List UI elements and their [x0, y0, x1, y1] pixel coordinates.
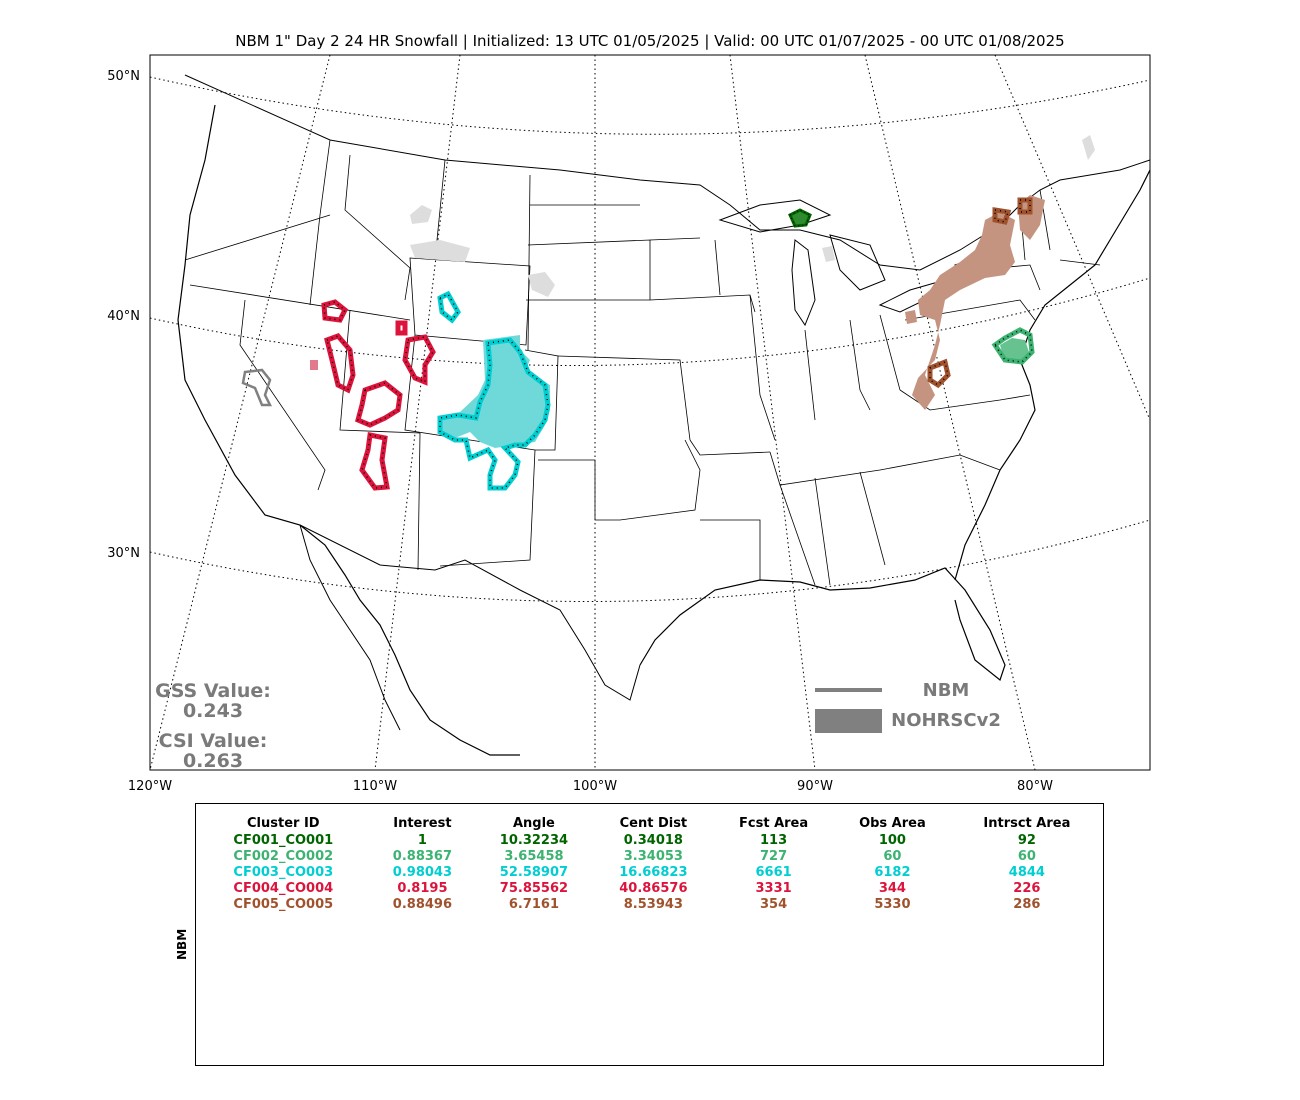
- col-header-interest: Interest: [393, 816, 452, 831]
- table-cell: 286: [1013, 897, 1041, 912]
- lat-label-50: 50°N: [107, 69, 140, 84]
- table-cell: 6661: [755, 865, 792, 880]
- table-row: CF005_CO005 0.88496 6.7161 8.53943 354 5330 28…: [196, 897, 1103, 913]
- cluster-stats-table: Cluster ID Interest Angle Cent Dist Fcst…: [196, 814, 1103, 913]
- table-cell: 3331: [755, 881, 792, 896]
- table-cell: 75.85562: [499, 881, 569, 896]
- map-content: [150, 55, 1150, 770]
- cluster-cf003: [437, 290, 551, 491]
- table-cell: CF004_CO004: [233, 881, 334, 896]
- map-title: NBM 1" Day 2 24 HR Snowfall | Initialize…: [235, 32, 1065, 50]
- table-cell: 727: [760, 849, 788, 864]
- lat-label-30: 30°N: [107, 546, 140, 561]
- table-cell: 0.88367: [392, 849, 453, 864]
- csi-label: CSI Value:: [159, 730, 268, 752]
- table-cell: 354: [760, 897, 788, 912]
- lake-superior: [718, 199, 832, 233]
- table-cell: CF001_CO001: [233, 833, 334, 848]
- table-cell: 0.98043: [392, 865, 453, 880]
- table-cell: CF005_CO005: [233, 897, 334, 912]
- table-cell: 1: [417, 833, 427, 848]
- cluster-cf004: [241, 299, 436, 491]
- table-cell: 5330: [874, 897, 911, 912]
- table-cell: 16.66823: [619, 865, 688, 880]
- graticule-lon-120: [150, 55, 331, 770]
- table-cell: 60: [1017, 849, 1036, 864]
- csi-value: 0.263: [183, 750, 243, 772]
- table-row: CF001_CO001 1 10.32234 0.34018 113 100 92: [196, 833, 1103, 849]
- table-body: CF001_CO001 1 10.32234 0.34018 113 100 92 CF002…: [196, 833, 1103, 913]
- table-cell: 92: [1017, 833, 1036, 848]
- col-header-angle: Angle: [512, 816, 555, 831]
- table-cell: 6182: [874, 865, 911, 880]
- graticule-lon-70: [994, 55, 1150, 421]
- table-cell: 60: [883, 849, 902, 864]
- lon-label-90: 90°W: [797, 779, 833, 794]
- table-side-label: NBM: [175, 928, 189, 960]
- legend-nohrsc-label: NOHRSCv2: [891, 710, 1001, 731]
- table-row: CF003_CO003 0.98043 52.58907 16.66823 6661 61…: [196, 865, 1103, 881]
- col-header-cluster-id: Cluster ID: [247, 816, 320, 831]
- table-cell: 3.65458: [504, 849, 564, 864]
- table-cell: 226: [1013, 881, 1041, 896]
- cluster-cf005: [905, 195, 1045, 410]
- table-cell: 100: [878, 833, 906, 848]
- col-header-obs-area: Obs Area: [859, 816, 926, 831]
- gss-label: GSS Value:: [155, 680, 271, 702]
- cluster-cf002: [991, 327, 1035, 365]
- table-cell: 0.8195: [397, 881, 448, 896]
- lon-label-110: 110°W: [353, 779, 397, 794]
- graticule-lon-90: [729, 55, 816, 770]
- col-header-cent-dist: Cent Dist: [619, 816, 688, 831]
- legend-nohrsc-swatch: [815, 709, 882, 733]
- lon-label-80: 80°W: [1017, 779, 1053, 794]
- table-cell: 0.88496: [392, 897, 453, 912]
- baja-coastline: [299, 524, 401, 731]
- lon-label-120: 120°W: [128, 779, 172, 794]
- table-cell: CF003_CO003: [233, 865, 334, 880]
- table-row: CF002_CO002 0.88367 3.65458 3.34053 727 60 60: [196, 849, 1103, 865]
- table-cell: 113: [760, 833, 788, 848]
- lat-label-40: 40°N: [107, 309, 140, 324]
- graticule-lon-80: [864, 55, 1036, 770]
- table-cell: 4844: [1008, 865, 1045, 880]
- unmatched-observed-areas: [410, 135, 1095, 297]
- graticule-lat-50: [150, 76, 1150, 135]
- table-cell: 40.86576: [619, 881, 688, 896]
- lake-huron: [829, 234, 886, 291]
- legend-nbm-label: NBM: [923, 680, 970, 701]
- table-header-row: Cluster ID Interest Angle Cent Dist Fcst…: [196, 814, 1103, 833]
- lake-michigan: [791, 239, 816, 327]
- table-cell: 6.7161: [508, 897, 560, 912]
- cluster-cf001: [788, 208, 812, 228]
- table-cell: 3.34053: [623, 849, 683, 864]
- col-header-fcst-area: Fcst Area: [739, 816, 809, 831]
- table-cell: 0.34018: [623, 833, 683, 848]
- table-row: CF004_CO004 0.8195 75.85562 40.86576 3331 344…: [196, 881, 1103, 897]
- table-cell: 52.58907: [499, 865, 569, 880]
- canada-border: [184, 74, 1150, 271]
- table-cell: CF002_CO002: [233, 849, 334, 864]
- table-cell: 344: [878, 881, 906, 896]
- gss-value: 0.243: [183, 700, 243, 722]
- gulf-coastline: [639, 567, 1006, 682]
- west-coastline: [177, 104, 520, 756]
- map-frame: [149, 54, 1151, 771]
- cluster-stats-panel: Cluster ID Interest Angle Cent Dist Fcst…: [195, 803, 1104, 1066]
- lon-label-100: 100°W: [573, 779, 617, 794]
- mexico-border: [299, 524, 641, 701]
- table-cell: 8.53943: [623, 897, 683, 912]
- col-header-intrsct-area: Intrsct Area: [983, 816, 1071, 831]
- graticule-lon-110: [374, 55, 461, 770]
- state-boundaries: [184, 139, 1101, 586]
- table-cell: 10.32234: [499, 833, 569, 848]
